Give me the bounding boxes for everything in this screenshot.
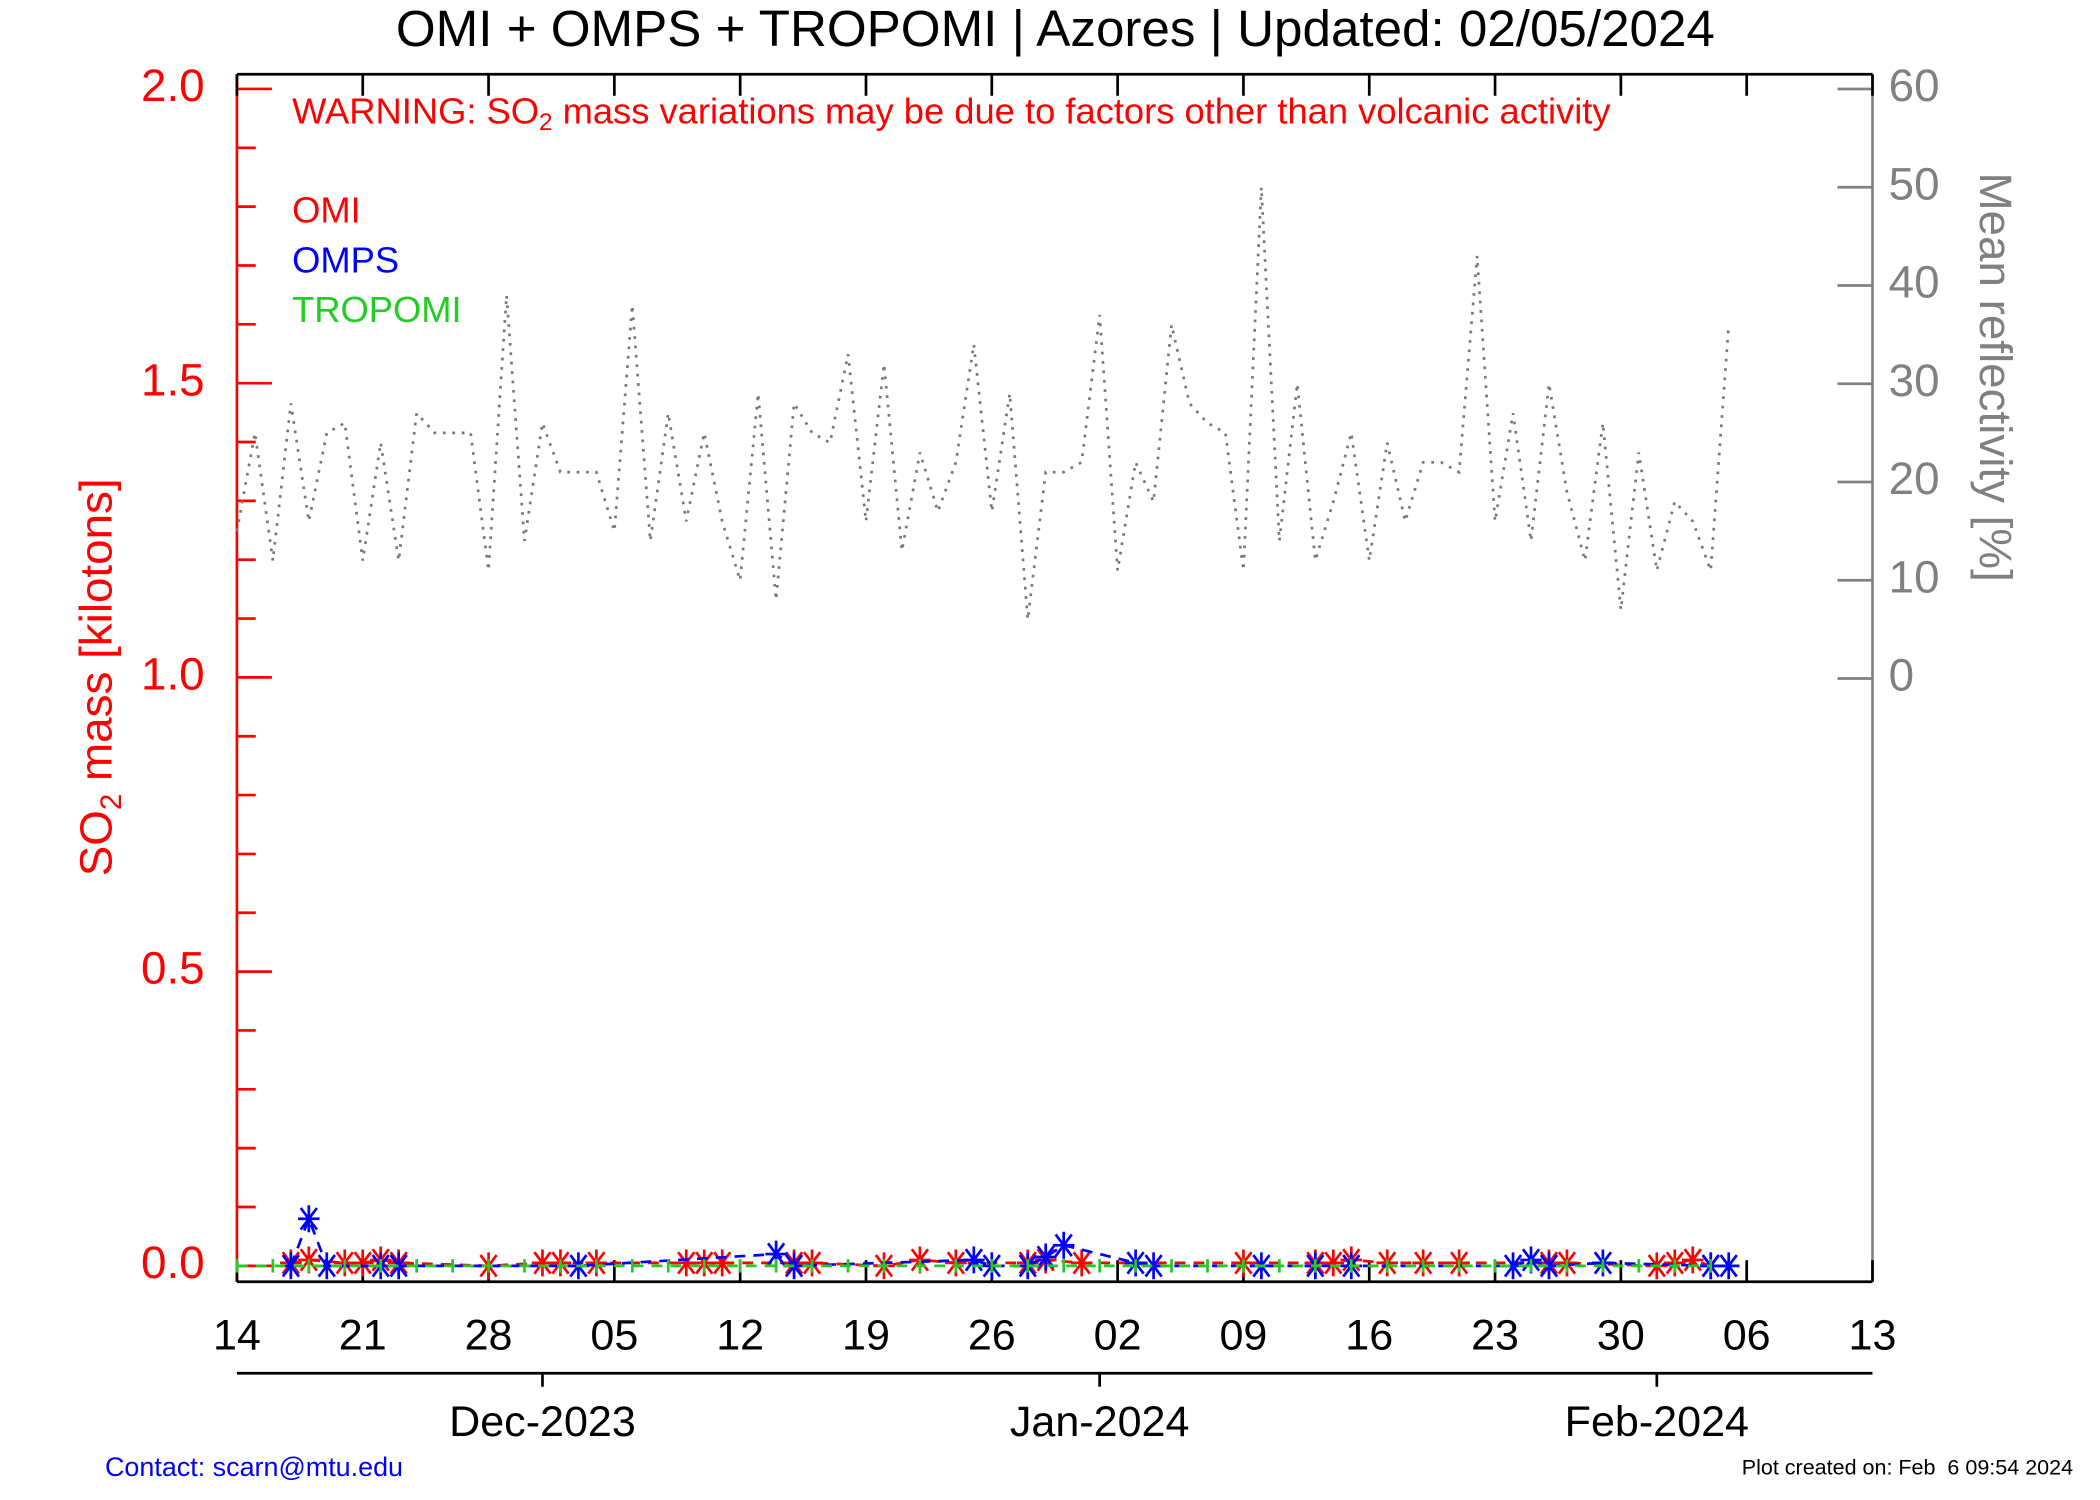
- y-tick-label: 1.5: [141, 354, 205, 405]
- data-point: [1034, 1243, 1057, 1271]
- data-point: [280, 1252, 302, 1280]
- y2-tick-label: 40: [1889, 257, 1940, 308]
- legend-entry: TROPOMI: [292, 289, 462, 330]
- warning-text: WARNING: SO: [292, 90, 539, 131]
- y-tick-label: 0.5: [141, 943, 205, 994]
- contact: Contact: scarn@mtu.edu: [105, 1452, 403, 1482]
- x-tick-label: 09: [1219, 1312, 1267, 1360]
- created-note: Plot created on: Feb 6 09:54 2024: [1742, 1456, 2073, 1480]
- warning-sub: 2: [539, 109, 552, 136]
- data-point: [963, 1246, 985, 1274]
- x-tick-label: 21: [339, 1312, 387, 1360]
- series-line: [235, 187, 1731, 620]
- x-tick-label: 19: [842, 1312, 890, 1360]
- data-point: [1717, 1252, 1740, 1280]
- y-tick-label: 0.0: [141, 1237, 205, 1288]
- month-label: Dec-2023: [449, 1398, 636, 1446]
- data-point: [1322, 1249, 1345, 1277]
- data-point: [1681, 1246, 1704, 1274]
- x-tick-label: 02: [1094, 1312, 1142, 1360]
- x-tick-label: 23: [1471, 1312, 1519, 1360]
- y2-axis-label: Mean reflectivity [%]: [1970, 172, 2021, 581]
- data-point: [387, 1252, 410, 1280]
- y2-tick-label: 60: [1889, 60, 1940, 111]
- y2-tick-label: 10: [1889, 551, 1940, 602]
- y2-tick-label: 30: [1889, 355, 1940, 406]
- month-label: Feb-2024: [1565, 1398, 1749, 1446]
- data-point: [1142, 1252, 1165, 1280]
- x-tick-label: 06: [1723, 1312, 1771, 1360]
- warning: WARNING: SO2 mass variations may be due …: [292, 90, 1611, 137]
- data-point: [298, 1205, 320, 1233]
- x-tick-label: 30: [1597, 1312, 1645, 1360]
- x-tick-label: 26: [968, 1312, 1016, 1360]
- x-tick-label: 28: [465, 1312, 513, 1360]
- y-label-text: mass [kilotons]: [71, 478, 122, 793]
- data-point: [316, 1252, 338, 1280]
- series-line: [290, 1258, 1712, 1268]
- legend-entry: OMPS: [292, 239, 399, 280]
- chart-title: OMI + OMPS + TROPOMI | Azores | Updated:…: [396, 0, 1715, 57]
- data-point: [1052, 1231, 1075, 1259]
- y-tick-label: 2.0: [141, 60, 205, 111]
- data-point: [1070, 1249, 1093, 1277]
- data-point: [531, 1249, 554, 1277]
- y2-tick-label: 0: [1889, 650, 1914, 701]
- y-tick-label: 1.0: [141, 648, 205, 699]
- legend-entry: OMI: [292, 189, 361, 230]
- data-point: [1502, 1252, 1524, 1280]
- x-tick-label: 12: [716, 1312, 764, 1360]
- y-label-sub: 2: [95, 794, 128, 810]
- month-label: Jan-2024: [1010, 1398, 1190, 1446]
- x-tick-label: 16: [1345, 1312, 1393, 1360]
- data-point: [675, 1249, 698, 1277]
- data-point: [1538, 1252, 1560, 1280]
- x-tick-label: 14: [213, 1312, 261, 1360]
- warning-text: mass variations may be due to factors ot…: [553, 90, 1612, 131]
- data-point: [765, 1240, 787, 1268]
- y2-tick-label: 20: [1889, 453, 1940, 504]
- x-tick-label: 13: [1849, 1312, 1897, 1360]
- y2-tick-label: 50: [1889, 158, 1940, 209]
- y-axis-label: SO2 mass [kilotons]: [71, 478, 128, 876]
- data-point: [351, 1249, 374, 1277]
- x-tick-label: 05: [590, 1312, 638, 1360]
- y-label-text: SO: [71, 810, 122, 876]
- data-point: [711, 1249, 733, 1277]
